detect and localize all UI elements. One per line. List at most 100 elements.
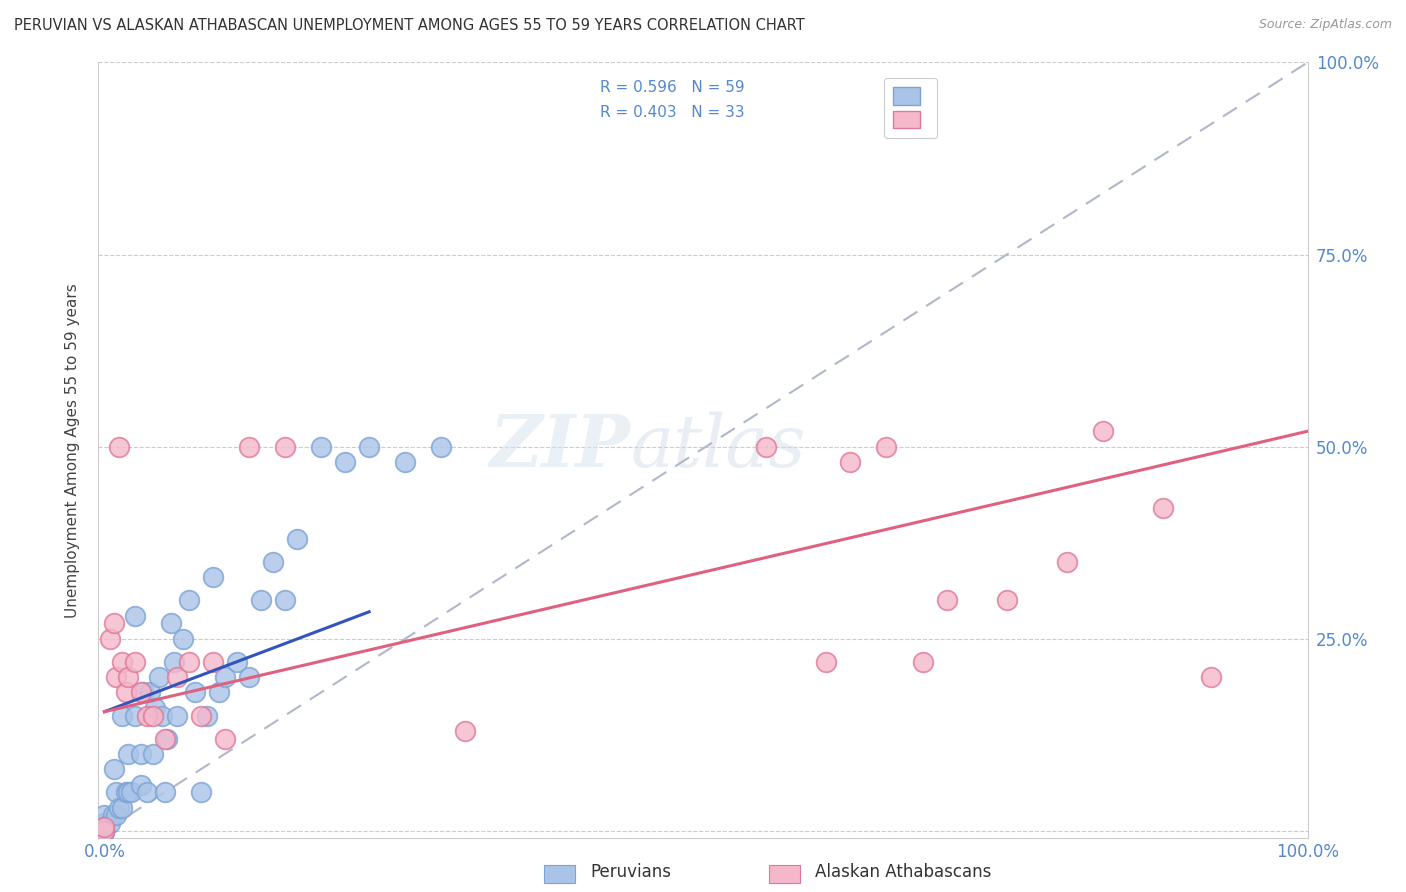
Point [117,785,139,799]
Point [143,701,166,715]
Point [163,655,186,669]
Point [115,685,138,699]
Point [124,708,146,723]
Point [839,455,862,469]
Point [394,455,416,469]
Point [156,731,179,746]
Text: R = 0.403   N = 33: R = 0.403 N = 33 [600,105,745,120]
Point [93,820,115,834]
Point [262,555,284,569]
Point [183,685,205,699]
Point [93,823,115,838]
Point [166,670,188,684]
Point [166,708,188,723]
Point [755,440,778,454]
Point [177,655,200,669]
Point [190,785,212,799]
Point [124,655,146,669]
Point [93,823,115,838]
Point [285,532,308,546]
Point [454,723,477,738]
Point [430,440,453,454]
Text: atlas: atlas [630,411,806,482]
Point [103,762,125,776]
Point [225,655,247,669]
Point [93,820,115,834]
Point [201,655,224,669]
Point [359,440,381,454]
Point [105,785,128,799]
Point [135,785,157,799]
Point [101,808,124,822]
Point [333,455,356,469]
Text: Alaskan Athabascans: Alaskan Athabascans [815,863,991,881]
Point [911,655,934,669]
Point [108,440,131,454]
Point [190,708,212,723]
Point [93,823,115,838]
Point [124,608,146,623]
Point [274,593,297,607]
Point [93,816,115,830]
Point [1056,555,1078,569]
Legend: , : , [884,78,938,137]
Point [274,440,297,454]
Point [1152,501,1174,516]
Point [129,685,152,699]
Point [93,820,115,834]
Point [120,785,142,799]
Point [309,440,332,454]
Point [208,685,231,699]
Point [93,823,115,838]
Point [1201,670,1223,684]
Point [117,747,139,761]
Point [129,747,152,761]
Point [172,632,194,646]
Y-axis label: Unemployment Among Ages 55 to 59 years: Unemployment Among Ages 55 to 59 years [65,283,80,618]
Point [93,816,115,830]
Point [108,801,131,815]
Point [111,708,134,723]
Point [93,823,115,838]
Text: Source: ZipAtlas.com: Source: ZipAtlas.com [1258,18,1392,31]
Text: ZIP: ZIP [489,411,630,482]
Point [1092,424,1115,438]
Point [214,670,236,684]
Point [142,708,165,723]
Point [153,785,176,799]
Point [148,670,170,684]
Point [875,440,897,454]
Text: Peruvians: Peruvians [591,863,672,881]
Point [195,708,218,723]
Point [177,593,200,607]
Text: PERUVIAN VS ALASKAN ATHABASCAN UNEMPLOYMENT AMONG AGES 55 TO 59 YEARS CORRELATIO: PERUVIAN VS ALASKAN ATHABASCAN UNEMPLOYM… [14,18,804,33]
Point [105,808,128,822]
Point [159,616,181,631]
Point [117,670,139,684]
Point [129,778,152,792]
Point [93,823,115,838]
Point [250,593,273,607]
Point [238,440,260,454]
Point [815,655,838,669]
Point [93,823,115,838]
Point [105,670,128,684]
Point [103,616,125,631]
Point [111,655,134,669]
Point [93,823,115,838]
Point [115,785,138,799]
Point [139,685,162,699]
Point [214,731,236,746]
Point [153,731,176,746]
Point [132,685,155,699]
Point [135,708,157,723]
Point [100,632,122,646]
Point [142,747,165,761]
Point [995,593,1018,607]
Point [100,816,122,830]
Point [150,708,173,723]
Point [935,593,957,607]
Text: R = 0.596   N = 59: R = 0.596 N = 59 [600,80,745,95]
Point [238,670,260,684]
Point [201,570,224,584]
